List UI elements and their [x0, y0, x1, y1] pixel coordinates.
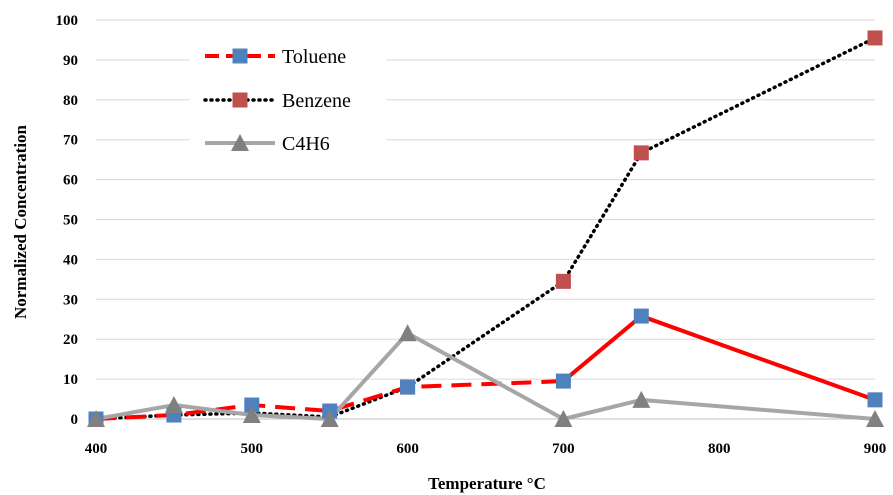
marker-c4h6-900 — [866, 410, 884, 427]
marker-benzene-900 — [867, 30, 883, 46]
y-tick-label-30: 30 — [63, 292, 78, 308]
series-line-c4h6 — [95, 331, 876, 421]
y-tick-label-40: 40 — [63, 252, 78, 268]
y-tick-label-70: 70 — [63, 133, 78, 149]
legend-label-toluene: Toluene — [282, 46, 346, 68]
legend-marker-benzene — [232, 92, 248, 108]
marker-toluene-700 — [555, 373, 571, 389]
legend-marker-c4h6 — [231, 134, 249, 151]
marker-toluene-600 — [400, 379, 416, 395]
y-tick-label-0: 0 — [71, 412, 79, 428]
legend: Toluene Benzene C4H6 — [190, 34, 386, 158]
marker-toluene-500 — [244, 397, 260, 413]
marker-c4h6-500 — [242, 406, 261, 424]
marker-toluene-900 — [867, 392, 883, 408]
legend-marker-toluene — [232, 48, 248, 64]
y-tick-label-60: 60 — [63, 173, 78, 189]
marker-c4h6-400 — [87, 410, 105, 427]
marker-benzene-750 — [633, 145, 649, 161]
marker-toluene-750 — [633, 308, 649, 324]
series-line-toluene-solid — [562, 314, 876, 402]
x-tick-label-400: 400 — [85, 441, 108, 457]
legend-box — [190, 34, 386, 158]
x-tick-label-500: 500 — [241, 441, 264, 457]
x-axis-title: Temperature °C — [428, 474, 546, 493]
x-tick-label-600: 600 — [396, 441, 419, 457]
axes-layer: 0 10 20 30 40 50 60 70 80 90 100 400 500 600 700 800 900 — [56, 13, 887, 457]
x-tick-label-700: 700 — [552, 441, 575, 457]
y-tick-label-90: 90 — [63, 53, 78, 69]
marker-c4h6-750 — [632, 390, 651, 408]
legend-label-c4h6: C4H6 — [282, 133, 330, 155]
y-tick-label-20: 20 — [63, 332, 78, 348]
y-tick-label-50: 50 — [63, 213, 78, 229]
marker-layer — [87, 30, 884, 427]
marker-c4h6-450 — [164, 396, 183, 414]
marker-c4h6-700 — [554, 410, 573, 427]
x-tick-label-900: 900 — [864, 441, 887, 457]
y-tick-label-100: 100 — [56, 13, 79, 29]
x-tick-label-800: 800 — [708, 441, 731, 457]
marker-c4h6-550 — [320, 410, 339, 427]
marker-c4h6-600 — [398, 324, 417, 342]
y-tick-label-10: 10 — [63, 372, 78, 388]
series-line-toluene-dashed — [95, 379, 564, 421]
legend-label-benzene: Benzene — [282, 90, 351, 112]
y-tick-label-80: 80 — [63, 93, 78, 109]
y-axis-title: Normalized Concentration — [11, 124, 30, 319]
marker-benzene-700 — [555, 273, 571, 289]
